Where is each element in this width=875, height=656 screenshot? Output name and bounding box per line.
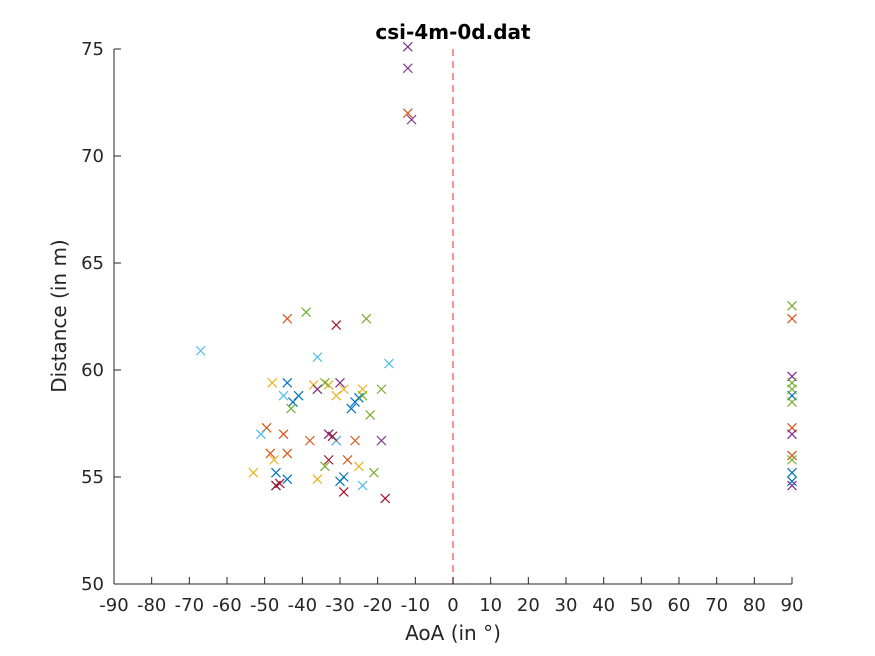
data-point (787, 313, 797, 324)
data-point (402, 63, 413, 74)
x-tick-label: 80 (743, 595, 766, 616)
x-tick-label: -60 (212, 595, 241, 616)
x-tick-label: 90 (781, 595, 804, 616)
data-point (338, 384, 349, 395)
x-tick-label: -50 (250, 595, 279, 616)
data-point (320, 377, 330, 388)
x-tick-label: -20 (363, 595, 392, 616)
data-point (286, 403, 296, 414)
x-tick-label: -80 (137, 595, 166, 616)
data-point (787, 454, 797, 465)
y-tick-label: 65 (81, 253, 104, 274)
y-axis-title: Distance (in m) (47, 239, 71, 393)
data-point (323, 454, 334, 465)
data-point (376, 435, 387, 446)
data-point (353, 461, 364, 472)
data-point (278, 429, 289, 440)
y-tick-label: 55 (81, 467, 104, 488)
data-point (338, 472, 349, 482)
data-point (787, 467, 797, 478)
x-tick-label: -90 (99, 595, 128, 616)
data-point (304, 435, 315, 446)
data-point (338, 487, 349, 497)
data-point (327, 431, 338, 442)
x-tick-label: 40 (592, 595, 615, 616)
data-point (361, 313, 372, 324)
data-point (787, 476, 797, 487)
x-tick-label: 20 (517, 595, 540, 616)
data-point (269, 454, 280, 465)
data-point (278, 390, 289, 401)
x-tick-label: 60 (668, 595, 691, 616)
data-point (365, 410, 376, 420)
y-tick-label: 50 (81, 574, 104, 595)
data-point (312, 384, 323, 395)
data-point (787, 300, 797, 311)
data-point (350, 435, 360, 446)
data-point (267, 377, 278, 388)
y-tick-label: 60 (81, 360, 104, 381)
data-point (248, 467, 259, 478)
data-point (271, 467, 281, 478)
data-point (331, 390, 342, 401)
data-point (282, 377, 293, 388)
data-point (282, 474, 293, 485)
x-tick-label: -40 (288, 595, 317, 616)
data-point (406, 114, 417, 125)
x-tick-label: 30 (555, 595, 578, 616)
data-point (380, 493, 391, 504)
data-point (787, 429, 797, 440)
x-tick-label: -10 (401, 595, 430, 616)
data-point (255, 429, 266, 440)
data-marks (195, 41, 797, 584)
data-point (384, 358, 394, 369)
data-point (787, 397, 797, 408)
x-axis-title: AoA (in °) (405, 621, 501, 645)
data-point (265, 448, 276, 459)
data-point (346, 403, 357, 414)
data-point (787, 480, 797, 491)
data-point (274, 478, 285, 489)
data-point (282, 313, 293, 324)
data-point (357, 390, 368, 401)
data-point (368, 467, 379, 478)
data-point (301, 307, 312, 318)
data-point (195, 345, 206, 356)
data-point (342, 454, 353, 465)
x-tick-label: 50 (630, 595, 653, 616)
data-point (335, 377, 345, 388)
data-point (312, 352, 323, 363)
chart-title: csi-4m-0d.dat (375, 20, 531, 44)
data-point (282, 448, 293, 459)
y-tick-label: 75 (81, 39, 104, 60)
x-tick-label: 70 (705, 595, 728, 616)
data-point (293, 390, 304, 401)
data-point (787, 450, 797, 461)
x-tick-label: 0 (447, 595, 458, 616)
data-point (320, 461, 330, 472)
x-tick-label: 10 (479, 595, 502, 616)
data-point (357, 480, 368, 491)
data-point (787, 384, 797, 395)
data-point (402, 41, 413, 52)
x-tick-label: -70 (175, 595, 204, 616)
axes: -90 -80 -70 -60 -50 -40 -30 -20 -10 0 10 20 30 40 50 60… (81, 39, 803, 616)
data-point (312, 474, 323, 485)
data-point (376, 384, 387, 395)
data-point (402, 108, 413, 119)
y-tick-label: 70 (81, 146, 104, 167)
data-point (331, 320, 342, 330)
x-tick-label: -30 (325, 595, 354, 616)
